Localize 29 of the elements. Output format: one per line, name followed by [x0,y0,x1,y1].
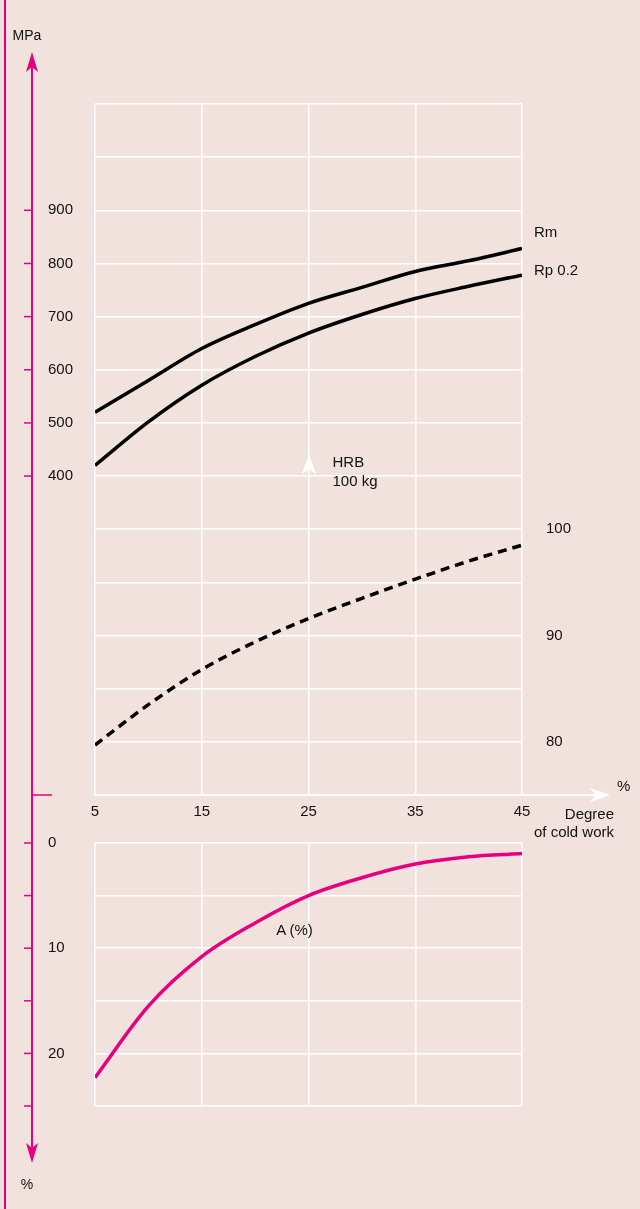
x-tick-label: 15 [193,802,211,820]
y2-tick-label: 80 [546,731,563,749]
line-series [95,246,522,415]
y-tick-label: 10 [48,938,65,956]
y-tick-label: 700 [48,306,74,324]
y2-tick-label: 100 [546,519,572,537]
y-tick-label: 400 [48,466,74,484]
y-tick-label: 900 [48,200,74,218]
x-tick-label: 35 [406,802,424,820]
x-tick-label: 5 [90,802,100,820]
y-tick-label: 20 [48,1043,65,1061]
x-tick-label: 45 [513,802,531,820]
text: % [617,777,631,795]
y-tick-label: 500 [48,413,74,431]
line-series [95,543,522,747]
line-series [95,851,522,1080]
y-tick-label: 600 [48,359,74,377]
y-tick-label: 0 [48,833,57,851]
y-axis-title: MPa [12,26,42,43]
y2-axis-title: HRB 100 kg [332,453,378,490]
series-label: Rp 0.2 [534,261,579,279]
series-label: A (%) [276,920,313,938]
y2-tick-label: 90 [546,625,563,643]
x-axis-title: Degree of cold work [533,805,615,841]
x-tick-label: 25 [300,802,317,820]
series-label: Rm [534,222,558,240]
y-tick-label: 800 [48,253,74,271]
y-axis-title: % [20,1175,34,1192]
line-series [95,273,522,468]
